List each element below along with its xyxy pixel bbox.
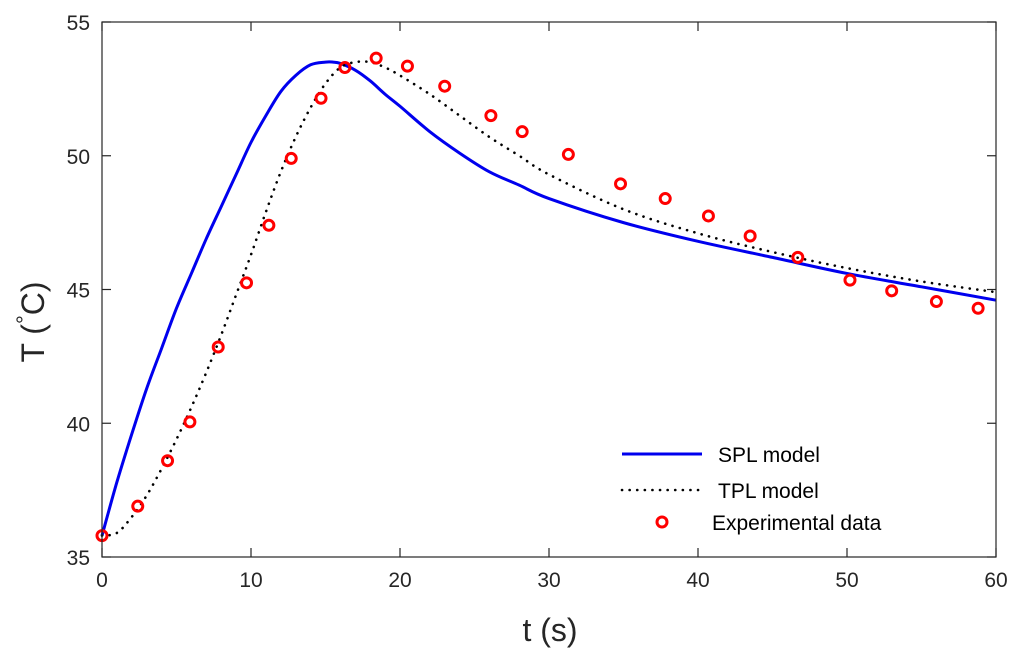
y-tick-label: 45 xyxy=(67,280,90,303)
x-axis-title: t (s) xyxy=(522,612,577,648)
y-axis-title-unit: C) xyxy=(15,281,51,315)
experimental-data-point xyxy=(658,192,672,206)
legend: SPL model TPL model Experimental data xyxy=(620,444,882,535)
experimental-data-point xyxy=(791,250,805,264)
y-tick-label: 50 xyxy=(67,146,90,169)
y-tick-label: 40 xyxy=(67,413,90,436)
y-axis-title-degree: ° xyxy=(12,315,37,324)
experimental-data-point xyxy=(240,276,254,290)
legend-label-tpl: TPL model xyxy=(718,480,819,503)
x-tick-label: 30 xyxy=(537,569,560,592)
experimental-data-point xyxy=(885,284,899,298)
experimental-data-point xyxy=(284,151,298,165)
experimental-data-point xyxy=(369,51,383,65)
experimental-data-point xyxy=(338,60,352,74)
experimental-data-point xyxy=(400,59,414,73)
experimental-data-point xyxy=(183,415,197,429)
experimental-data-point xyxy=(614,177,628,191)
spl-model-line xyxy=(100,60,997,537)
tick-layer: 0 10 20 30 40 50 60 35 40 45 50 55 xyxy=(67,12,1008,592)
x-tick-label: 10 xyxy=(239,569,262,592)
experimental-data-point xyxy=(701,209,715,223)
y-axis-title: T (°C) xyxy=(12,281,51,362)
experimental-data-point xyxy=(971,301,985,315)
x-tick-label: 60 xyxy=(984,569,1007,592)
experimental-data-point xyxy=(314,91,328,105)
plot-background xyxy=(102,22,996,557)
y-tick-label: 35 xyxy=(67,547,90,570)
x-tick-label: 40 xyxy=(686,569,709,592)
experimental-data-point xyxy=(438,79,452,93)
experimental-data-point xyxy=(743,229,757,243)
x-tick-label: 20 xyxy=(388,569,411,592)
experimental-data-point xyxy=(561,147,575,161)
experimental-data-point xyxy=(843,273,857,287)
x-tick-label: 50 xyxy=(835,569,858,592)
y-tick-label: 55 xyxy=(67,12,90,35)
legend-label-experimental: Experimental data xyxy=(712,512,882,535)
x-tick-label: 0 xyxy=(96,569,108,592)
y-axis-title-prefix: T ( xyxy=(15,324,51,363)
experimental-data-point xyxy=(262,218,276,232)
experimental-data-point xyxy=(131,499,145,513)
legend-swatch-experimental xyxy=(655,515,669,529)
legend-label-spl: SPL model xyxy=(718,444,820,467)
experimental-data-point xyxy=(929,295,943,309)
experimental-data-point xyxy=(515,125,529,139)
experimental-data-point xyxy=(161,454,175,468)
experimental-data-point xyxy=(211,340,225,354)
experimental-data-point xyxy=(484,109,498,123)
plot-area xyxy=(102,22,996,557)
